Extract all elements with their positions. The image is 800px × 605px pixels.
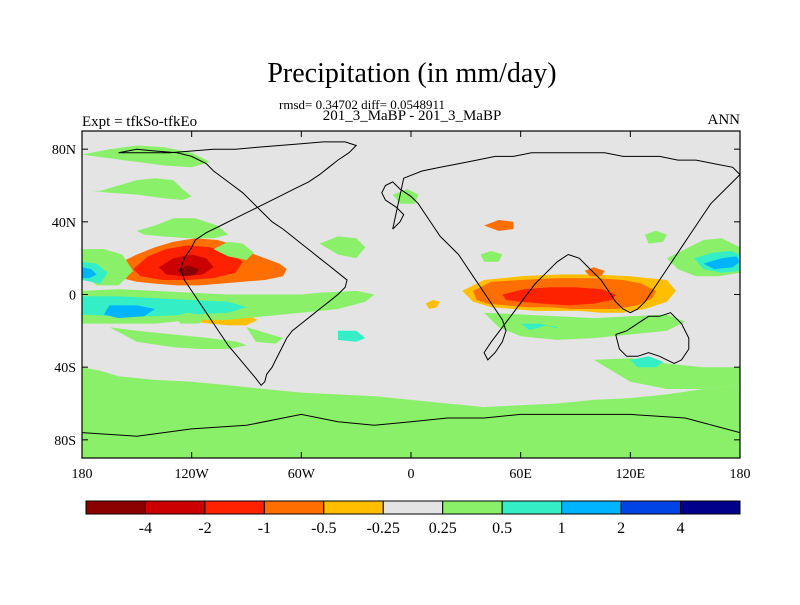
field-east-asia-dry [584,267,605,277]
field-north-pacific-dry [158,254,214,277]
chart-title: Precipitation (in mm/day) [267,58,556,89]
field-northwest-wet [645,230,667,244]
x-tick-label: 60W [288,467,316,482]
season-label: ANN [708,112,741,128]
case-label: 201_3_MaBP - 201_3_MaBP [323,108,502,124]
x-tick-label: 120W [175,467,210,482]
field-arctic-wet [82,145,210,168]
colorbar: -4 -2 -1 -0.5 -0.25 0.25 0.5 1 2 4 [85,500,741,537]
colorbar-swatch [680,500,741,515]
field-northeast-pacific-wet [703,256,740,270]
field-south-atlantic-wet [337,330,366,342]
field-southern-ocean-wet [82,367,740,458]
map-area [82,131,740,458]
colorbar-swatch [323,500,384,515]
precipitation-field [82,145,740,458]
colorbar-swatch [382,500,444,515]
field-northwest-pacific-wet [91,178,192,200]
coastlines [82,141,740,437]
y-tick-label: 40S [54,361,76,376]
field-south-pacific-wet [109,327,247,349]
colorbar-label: -2 [198,520,211,537]
field-central-asia-wet [480,250,503,262]
field-west-pacific-wet [82,267,97,279]
y-axis: 80N 40N 0 40S 80S [52,143,740,449]
colorbar-label: -1 [258,520,271,537]
coastline-americas [118,141,358,387]
colorbar-label: 0.25 [429,520,457,537]
field-southern-ocean-wet [593,358,740,389]
chart-subtitle: rmsd= 0.34702 diff= 0.0548911 [279,97,445,112]
colorbar-label: 0.5 [492,520,512,537]
field-west-pacific-wet [82,261,108,284]
field-northeast-asia-dry [484,220,514,231]
x-axis: 180 120W 60W 0 60E 120E 180 [72,131,751,482]
field-north-pacific-wet [213,241,254,260]
colorbar-label: -0.5 [311,520,336,537]
coastline-eurasia-africa [381,152,740,361]
field-central-pacific-wet [173,312,207,324]
x-tick-label: 60E [509,467,532,482]
field-equatorial-wet [103,305,156,319]
field-east-pacific-wet [246,327,284,344]
field-south-asia-wet [528,325,565,339]
x-tick-label: 0 [408,467,415,482]
x-tick-label: 180 [730,467,751,482]
colorbar-label: 1 [558,520,566,537]
x-tick-label: 120E [616,467,646,482]
y-tick-label: 0 [69,289,76,304]
colorbar-swatch [561,500,622,515]
experiment-label: Expt = tfkSo-tfkEo [82,114,197,130]
colorbar-swatch [263,500,325,515]
colorbar-swatch [620,500,682,515]
colorbar-swatch [204,500,265,515]
field-southern-ocean-wet [630,356,664,368]
colorbar-label: -0.25 [367,520,400,537]
y-tick-label: 80S [54,434,76,449]
coastline-antarctica [82,413,740,437]
colorbar-swatch [144,500,206,515]
field-africa-dry [425,300,441,309]
colorbar-label: -4 [139,520,152,537]
colorbar-label: 4 [677,520,685,537]
y-tick-label: 80N [52,143,76,158]
coastline-australia [615,312,690,365]
colorbar-label: 2 [617,520,625,537]
colorbar-swatch [85,500,146,515]
colorbar-swatch [501,500,563,515]
colorbar-swatch [442,500,503,515]
y-tick-label: 40N [52,216,76,231]
x-tick-label: 180 [72,467,93,482]
field-indian-dry [502,287,616,306]
field-north-atlantic-wet [319,236,366,259]
